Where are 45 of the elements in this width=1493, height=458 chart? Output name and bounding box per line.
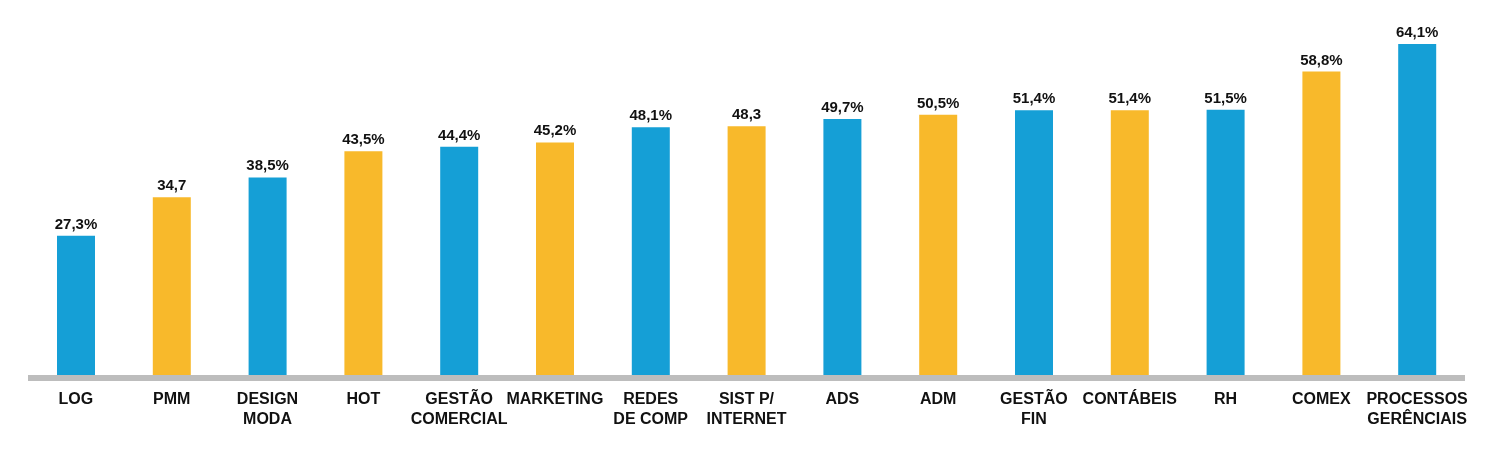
x-tick-label: ADM xyxy=(919,390,957,407)
x-tick-label: LOG xyxy=(58,390,94,407)
bar xyxy=(727,126,766,378)
bar xyxy=(57,235,95,378)
bar xyxy=(631,127,670,378)
data-label: 51,5% xyxy=(1204,88,1247,106)
x-tick-label: HOT xyxy=(346,390,381,407)
x-tick-label: PMM xyxy=(153,390,191,407)
bar xyxy=(536,142,574,378)
x-tick-label: RH xyxy=(1213,390,1238,407)
bar xyxy=(440,146,479,378)
x-tick-label: SIST P/ INTERNET xyxy=(706,390,787,427)
data-label: 50,5% xyxy=(916,93,960,111)
data-label: 58,8% xyxy=(1300,50,1343,68)
x-tick-label: REDES DE COMP xyxy=(613,390,689,427)
x-tick-label: GESTÃO FIN xyxy=(1000,388,1068,427)
bar xyxy=(919,114,958,378)
bar xyxy=(823,119,862,378)
data-label: 48,1% xyxy=(629,106,673,124)
bar xyxy=(248,177,287,378)
x-tick-label: GESTÃO COMERCIAL xyxy=(410,388,508,427)
x-tick-label: MARKETING xyxy=(506,390,604,407)
bar xyxy=(1302,71,1341,378)
x-tick-label: CONTÁBEIS xyxy=(1082,389,1178,407)
data-label: 45,2% xyxy=(533,121,577,139)
bar xyxy=(1398,44,1437,378)
data-label: 49,7% xyxy=(821,98,864,116)
data-label: 27,3% xyxy=(54,214,98,232)
bar xyxy=(1206,109,1245,378)
x-tick-label: COMEX xyxy=(1291,390,1351,407)
data-label: 48,3 xyxy=(732,105,762,123)
bar xyxy=(152,197,191,378)
data-label: 44,4% xyxy=(437,125,481,143)
data-label: 51,4% xyxy=(1012,89,1056,107)
data-label: 64,1% xyxy=(1395,23,1439,40)
bar xyxy=(1110,110,1149,378)
x-tick-label: PROCESSOS GERÊNCIAIS xyxy=(1366,390,1469,427)
x-tick-label: DESIGN MODA xyxy=(236,390,299,427)
data-label: 51,4% xyxy=(1108,89,1152,107)
data-label: 34,7 xyxy=(157,176,187,194)
data-label: 43,5% xyxy=(342,130,385,148)
bar xyxy=(1015,110,1053,378)
data-label: 38,5% xyxy=(246,156,289,174)
x-tick-label: ADS xyxy=(825,390,860,407)
bar xyxy=(344,151,383,378)
